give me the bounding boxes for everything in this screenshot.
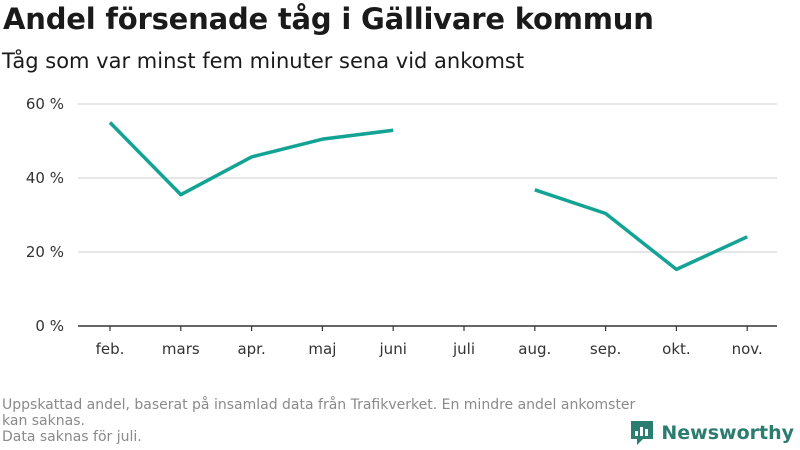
x-tick-label: mars [162,340,200,358]
x-tick-label: apr. [237,340,265,358]
chart-subtitle: Tåg som var minst fem minuter sena vid a… [2,49,525,73]
y-tick-label: 0 % [35,317,64,335]
series-line-segment [534,188,748,272]
y-tick-label: 60 % [26,95,64,113]
x-tick-label: feb. [96,340,125,358]
brand-logo: Newsworthy [629,419,794,447]
series-lines [108,121,748,272]
newsworthy-logo-icon [631,421,654,445]
y-tick-label: 20 % [26,243,64,261]
chart-title: Andel försenade tåg i Gällivare kommun [3,2,654,36]
footnote-missing-data: Data saknas för juli. [2,429,142,445]
gridlines [78,103,777,253]
x-tick-label: okt. [662,340,691,358]
x-tick-label: maj [308,340,336,358]
x-tick-label: juli [452,340,475,358]
x-tick-label: juni [379,340,407,358]
x-tick-label: aug. [518,340,551,358]
line-chart: 0 % 20 % 40 % 60 % feb. mars apr. maj juni juli a… [26,95,777,358]
y-tick-label: 40 % [26,169,64,187]
footnote: Uppskattad andel, baserat på insamlad da… [2,397,642,445]
x-tick-label: sep. [590,340,621,358]
x-tick-label: nov. [732,340,763,358]
series-line-segment [108,121,394,197]
x-axis: feb. mars apr. maj juni juli aug. sep. okt. nov. [78,325,777,358]
y-axis-ticks: 0 % 20 % 40 % 60 % [26,95,64,335]
footnote-source: Uppskattad andel, baserat på insamlad da… [2,397,636,429]
brand-name: Newsworthy [661,422,794,444]
